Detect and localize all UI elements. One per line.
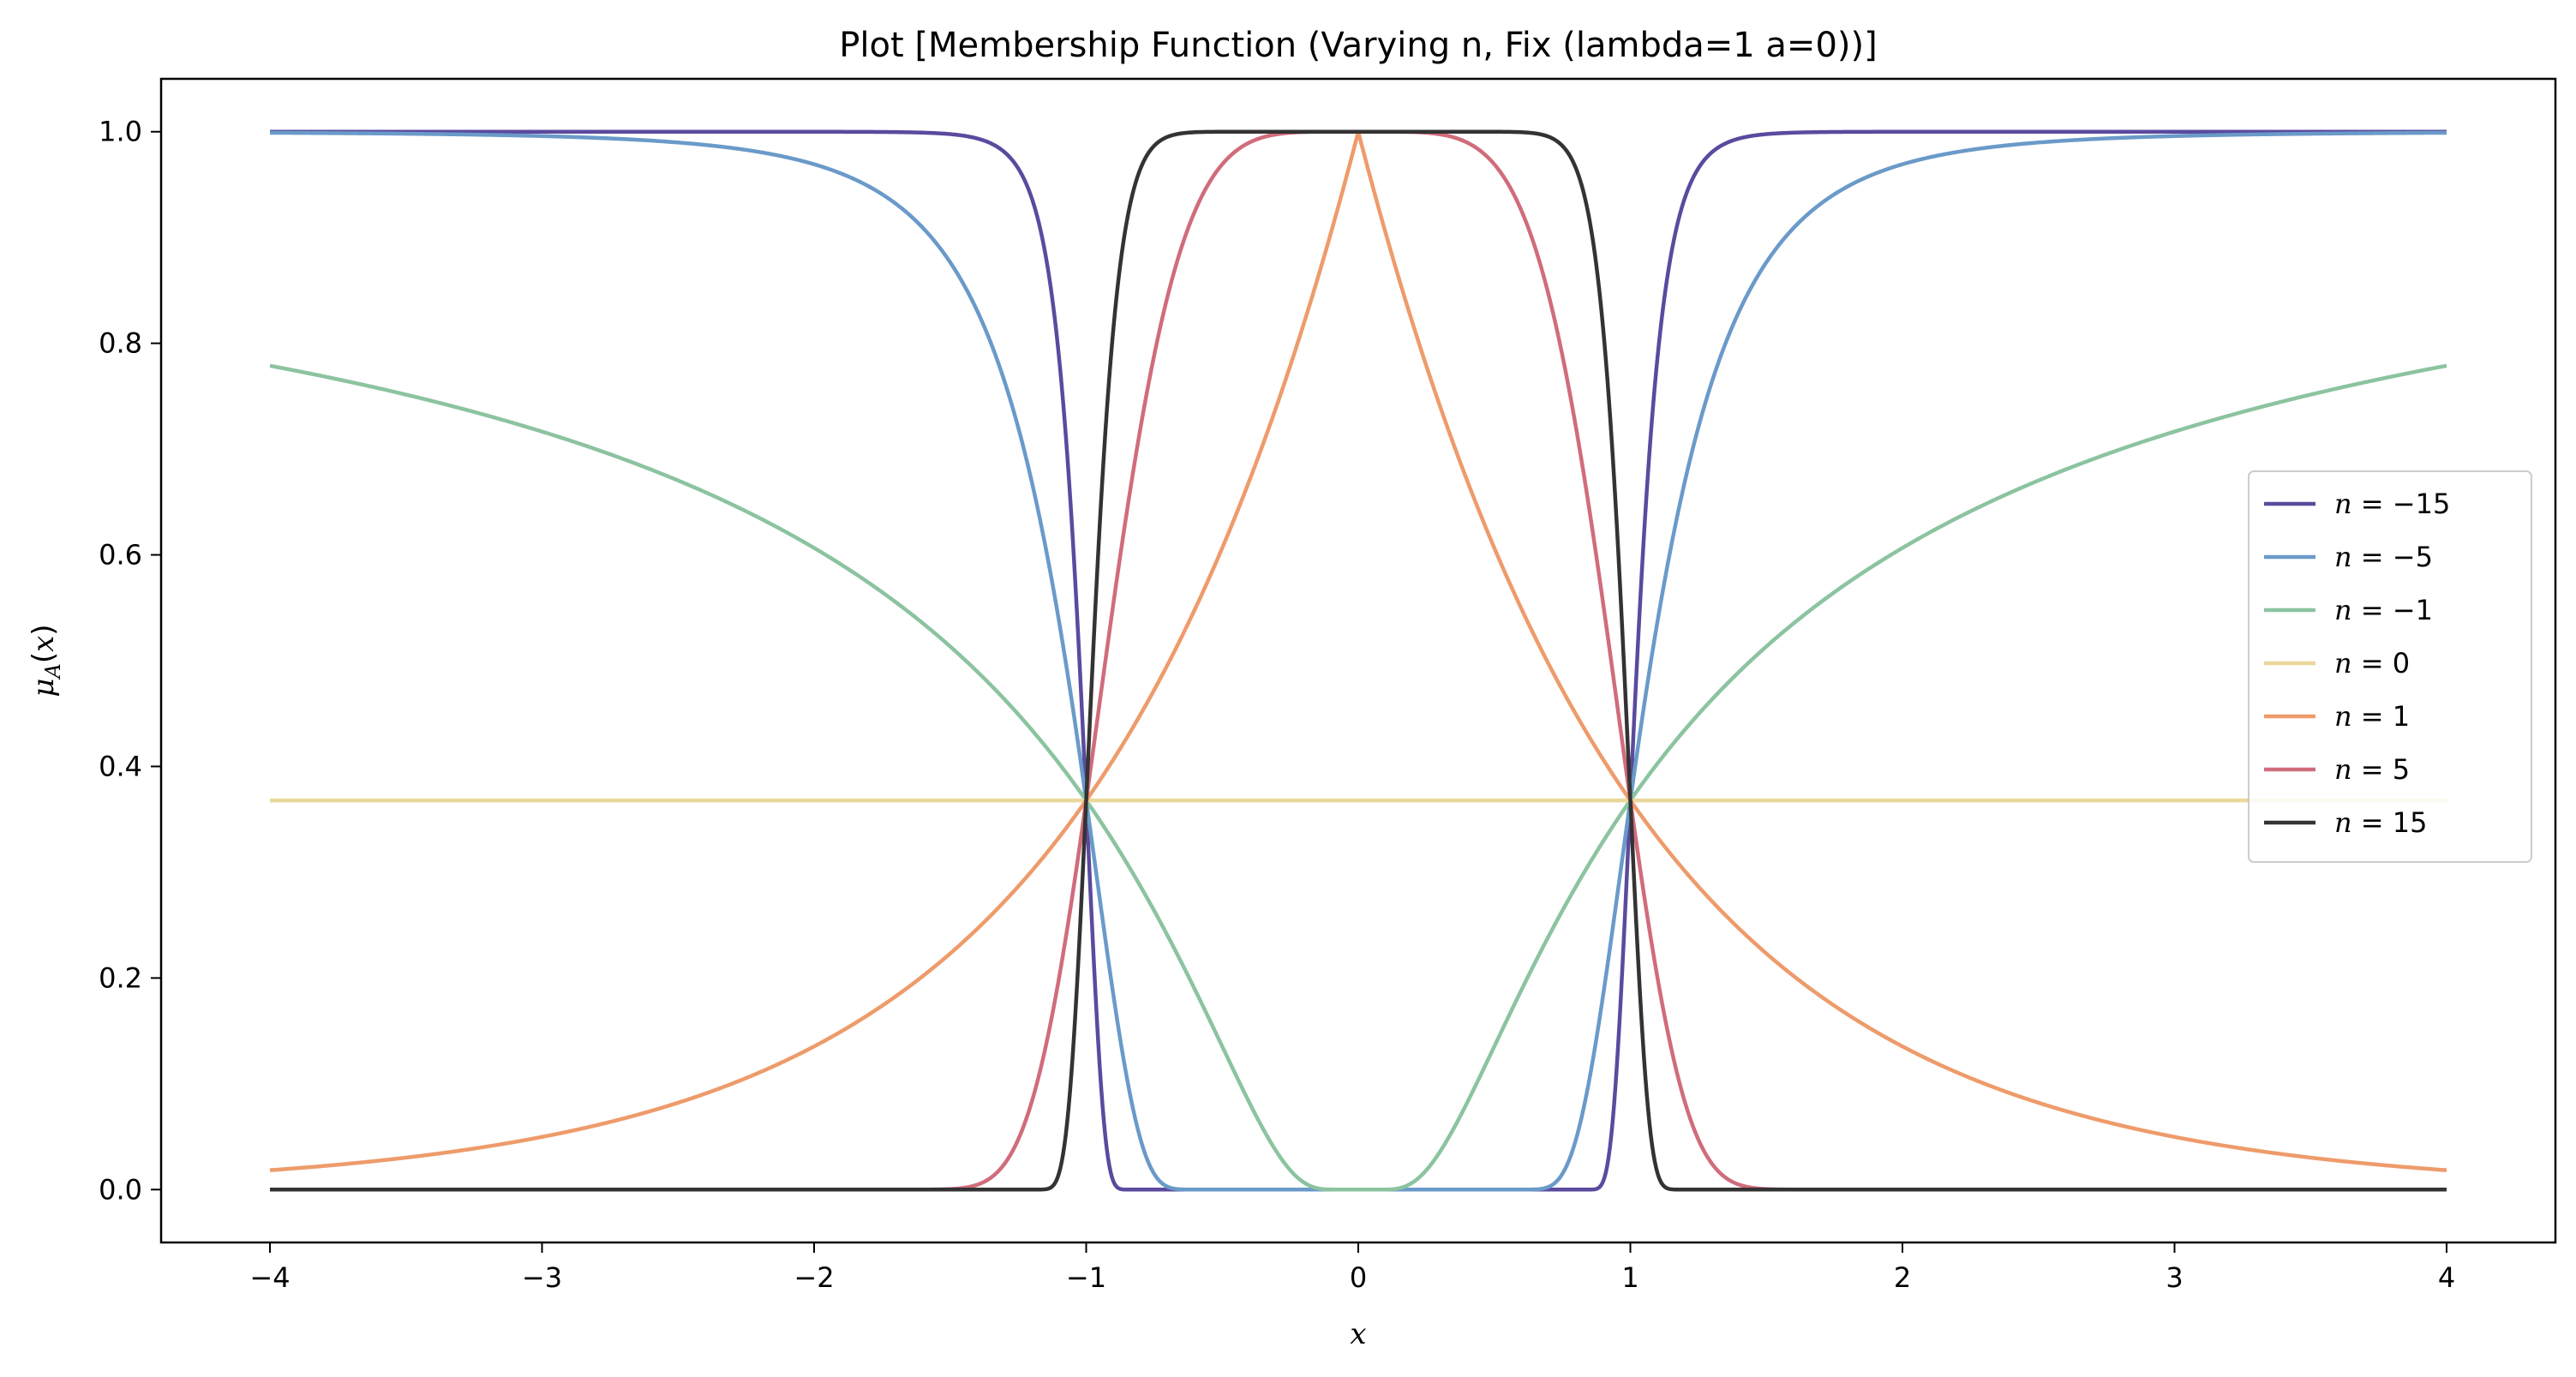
x-tick-label: −1 (1066, 1261, 1106, 1294)
legend-label: n = −1 (2334, 594, 2433, 626)
legend-item: n = 15 (2264, 806, 2427, 839)
legend-label-value: = 5 (2352, 753, 2411, 786)
x-tick-label: −2 (794, 1261, 834, 1294)
legend-label: n = −5 (2334, 541, 2433, 573)
y-axis-label-paren-close: ) (27, 624, 61, 635)
legend-label-value: = 15 (2352, 806, 2428, 839)
x-axis-label: x (1350, 1317, 1366, 1351)
legend-label-var: n (2334, 647, 2352, 680)
x-tick-label: 0 (1350, 1261, 1367, 1294)
series-line-6 (269, 129, 2447, 1192)
legend-item: n = 1 (2264, 700, 2410, 733)
series-line-1 (269, 130, 2447, 1192)
legend-label-var: n (2334, 594, 2352, 626)
y-axis-ticks: 0.0 0.2 0.4 0.6 0.8 1.0 (99, 116, 161, 1206)
y-tick-label: 0.8 (99, 327, 142, 360)
y-tick-label: 0.2 (99, 961, 142, 994)
legend-label-var: n (2334, 700, 2352, 733)
plot-frame (159, 77, 2557, 1244)
x-axis-ticks: −4 −3 −2 −1 0 1 2 3 4 (249, 1242, 2455, 1294)
x-tick-label: −4 (249, 1261, 290, 1294)
legend-label: n = 0 (2334, 647, 2410, 680)
y-tick-label: 1.0 (99, 116, 142, 148)
legend-label-var: n (2334, 541, 2352, 573)
y-axis-label-mu: μ (27, 678, 61, 697)
x-tick-label: 1 (1621, 1261, 1638, 1294)
y-tick-label: 0.0 (99, 1173, 142, 1206)
y-axis-label-paren-open: ( (27, 652, 61, 663)
legend-label: n = 1 (2334, 700, 2410, 733)
x-tick-label: 2 (1894, 1261, 1911, 1294)
legend-label: n = 5 (2334, 753, 2410, 786)
legend-box (2248, 470, 2532, 863)
legend-label: n = 15 (2334, 806, 2427, 839)
plot-area (159, 77, 2557, 1244)
series-line-4 (269, 129, 2447, 1172)
x-tick-label: 4 (2438, 1261, 2455, 1294)
legend-label-value: = 1 (2352, 700, 2411, 733)
x-tick-label: −3 (522, 1261, 562, 1294)
series-line-5 (269, 129, 2447, 1192)
legend-label-value: = −5 (2352, 541, 2433, 573)
legend-label: n = −15 (2334, 488, 2450, 520)
x-tick-label: 3 (2166, 1261, 2183, 1294)
series-group (269, 129, 2447, 1192)
y-tick-label: 0.6 (99, 539, 142, 572)
series-line-0 (269, 129, 2447, 1192)
chart-title: Plot [Membership Function (Varying n, Fi… (839, 26, 1877, 65)
legend-item: n = −1 (2264, 594, 2433, 626)
legend-item: n = 5 (2264, 753, 2410, 786)
legend-label-var: n (2334, 488, 2352, 520)
legend-label-var: n (2334, 806, 2352, 839)
legend-item: n = 0 (2264, 647, 2410, 680)
legend-item: n = −15 (2264, 488, 2450, 520)
legend-label-value: = −15 (2352, 488, 2451, 520)
legend-item: n = −5 (2264, 541, 2433, 573)
legend-label-var: n (2334, 753, 2352, 786)
series-line-2 (269, 363, 2447, 1192)
legend-label-value: = 0 (2352, 647, 2411, 680)
y-tick-label: 0.4 (99, 750, 142, 782)
legend-label-value: = −1 (2352, 594, 2433, 626)
legend: n = −15n = −5n = −1n = 0n = 1n = 5n = 15 (2248, 470, 2532, 863)
y-axis-label: μA(x) (27, 624, 65, 697)
y-axis-label-subscript: A (41, 663, 65, 680)
y-axis-label-x: x (27, 636, 61, 652)
